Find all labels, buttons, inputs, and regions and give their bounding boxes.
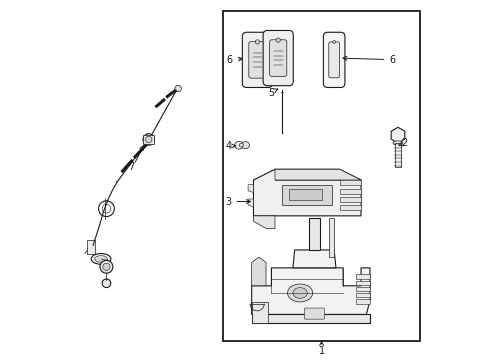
Bar bbox=[328, 218, 333, 257]
Circle shape bbox=[145, 136, 152, 143]
FancyBboxPatch shape bbox=[304, 308, 324, 319]
Polygon shape bbox=[274, 169, 360, 180]
Bar bbox=[355, 300, 369, 304]
Polygon shape bbox=[253, 169, 360, 216]
Bar bbox=[308, 218, 319, 250]
Bar bbox=[142, 135, 154, 144]
Text: 7: 7 bbox=[128, 162, 134, 172]
Polygon shape bbox=[247, 199, 253, 207]
Bar bbox=[339, 180, 360, 185]
Bar bbox=[339, 206, 360, 211]
Circle shape bbox=[142, 134, 154, 145]
Text: 6: 6 bbox=[226, 55, 232, 65]
Polygon shape bbox=[253, 216, 274, 228]
Polygon shape bbox=[292, 250, 335, 268]
Bar bbox=[223, 12, 419, 341]
FancyBboxPatch shape bbox=[242, 32, 272, 87]
Circle shape bbox=[255, 40, 259, 44]
Ellipse shape bbox=[95, 256, 107, 262]
Ellipse shape bbox=[287, 284, 312, 302]
Ellipse shape bbox=[239, 143, 243, 147]
Polygon shape bbox=[251, 257, 265, 286]
Text: 6: 6 bbox=[389, 55, 395, 65]
Text: 3: 3 bbox=[224, 197, 231, 207]
Bar bbox=[289, 189, 321, 200]
Circle shape bbox=[332, 41, 335, 43]
Polygon shape bbox=[247, 185, 253, 193]
Circle shape bbox=[100, 260, 113, 273]
Bar bbox=[87, 240, 95, 253]
Bar bbox=[355, 280, 369, 285]
FancyBboxPatch shape bbox=[269, 40, 286, 76]
Bar bbox=[355, 293, 369, 297]
Ellipse shape bbox=[292, 288, 306, 298]
Bar bbox=[339, 189, 360, 194]
Circle shape bbox=[175, 85, 181, 92]
Circle shape bbox=[276, 38, 280, 42]
Bar bbox=[355, 287, 369, 291]
Polygon shape bbox=[251, 315, 369, 323]
Ellipse shape bbox=[241, 141, 249, 149]
Bar bbox=[251, 302, 267, 323]
Bar bbox=[282, 185, 332, 205]
Text: 2: 2 bbox=[400, 138, 407, 148]
Polygon shape bbox=[251, 268, 369, 315]
Ellipse shape bbox=[392, 141, 402, 145]
Bar bbox=[394, 143, 400, 167]
Text: 5: 5 bbox=[268, 88, 274, 98]
Circle shape bbox=[102, 263, 110, 270]
Circle shape bbox=[102, 279, 110, 288]
Ellipse shape bbox=[234, 141, 243, 149]
FancyBboxPatch shape bbox=[248, 41, 265, 78]
Ellipse shape bbox=[91, 253, 111, 264]
FancyBboxPatch shape bbox=[323, 32, 344, 87]
FancyBboxPatch shape bbox=[263, 31, 293, 86]
Bar bbox=[355, 274, 369, 279]
Text: 4: 4 bbox=[224, 141, 231, 151]
Text: 1: 1 bbox=[318, 346, 324, 356]
Bar bbox=[339, 197, 360, 202]
FancyBboxPatch shape bbox=[328, 42, 339, 78]
